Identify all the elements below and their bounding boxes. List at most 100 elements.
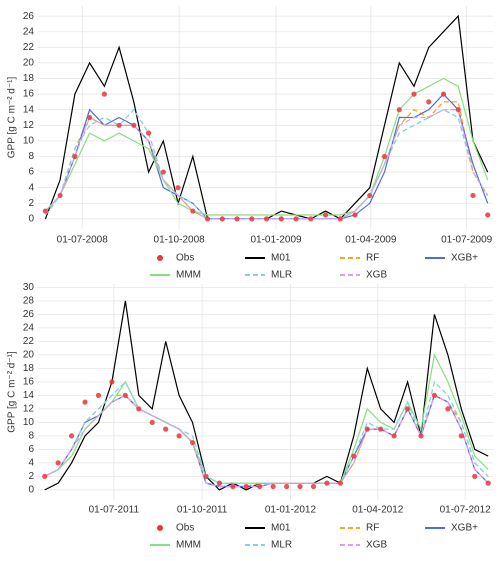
y-tick-label: 26 xyxy=(23,309,35,320)
obs-point xyxy=(72,153,78,160)
y-tick-label: 18 xyxy=(23,363,35,374)
y-tick-label: 8 xyxy=(28,431,34,442)
obs-point xyxy=(243,483,249,490)
obs-point xyxy=(109,379,115,385)
obs-point xyxy=(116,122,122,128)
y-tick-label: 4 xyxy=(28,458,34,469)
y-tick-label: 26 xyxy=(23,11,35,22)
obs-point xyxy=(122,392,128,398)
x-tick-label: 01-01-2012 xyxy=(265,505,317,516)
obs-point xyxy=(257,483,263,490)
y-axis-title: GPP [g C m⁻² d⁻¹] xyxy=(7,351,18,433)
legend-label: Obs xyxy=(176,253,194,264)
y-tick-label: 12 xyxy=(23,120,35,131)
y-tick-label: 28 xyxy=(23,296,35,307)
series-line xyxy=(44,77,489,216)
x-tick-label: 01-10-2008 xyxy=(154,235,206,246)
obs-point xyxy=(219,216,225,222)
legend-label: M01 xyxy=(271,253,291,264)
series-line xyxy=(44,353,489,484)
obs-point xyxy=(431,392,438,398)
x-tick-label: 01-07-2012 xyxy=(440,505,492,516)
obs-point xyxy=(68,433,75,439)
y-tick-label: 12 xyxy=(23,404,35,415)
obs-point xyxy=(440,91,447,97)
obs-point xyxy=(263,216,270,222)
obs-point xyxy=(42,473,48,479)
obs-point xyxy=(324,480,330,486)
legend-label: MLR xyxy=(271,270,292,281)
legend-label: Obs xyxy=(176,523,194,534)
series-line xyxy=(44,108,489,220)
obs-point xyxy=(396,107,402,113)
y-tick-label: 24 xyxy=(23,323,35,334)
obs-point xyxy=(160,169,166,175)
obs-point xyxy=(82,399,88,405)
obs-point xyxy=(55,460,61,466)
y-tick-label: 2 xyxy=(28,198,34,209)
y-tick-label: 22 xyxy=(23,336,35,347)
y-tick-label: 16 xyxy=(23,377,35,388)
legend-symbol xyxy=(157,255,163,261)
obs-point xyxy=(163,426,169,432)
y-tick-label: 0 xyxy=(28,485,34,496)
obs-point xyxy=(381,153,388,160)
y-tick-label: 6 xyxy=(28,167,34,178)
legend-label: XGB+ xyxy=(451,253,478,264)
obs-point xyxy=(278,216,284,222)
y-tick-label: 10 xyxy=(23,417,35,428)
legend-label: RF xyxy=(366,253,379,264)
obs-point xyxy=(445,406,451,412)
obs-point xyxy=(351,453,357,459)
obs-point xyxy=(352,212,358,218)
obs-point xyxy=(190,208,196,214)
y-tick-label: 22 xyxy=(23,42,35,53)
obs-point xyxy=(203,473,209,479)
obs-point xyxy=(189,440,196,446)
obs-point xyxy=(485,480,491,486)
y-tick-label: 16 xyxy=(23,89,35,100)
obs-point xyxy=(391,433,397,439)
obs-point xyxy=(230,483,236,490)
obs-point xyxy=(101,91,107,97)
obs-point xyxy=(364,426,370,432)
obs-point xyxy=(411,91,417,97)
x-tick-label: 01-01-2009 xyxy=(250,235,302,246)
x-tick-label: 01-04-2012 xyxy=(352,505,404,516)
obs-point xyxy=(485,212,491,218)
legend-label: MMM xyxy=(176,540,201,551)
x-tick-label: 01-07-2011 xyxy=(89,505,140,516)
y-tick-label: 20 xyxy=(23,350,35,361)
obs-point xyxy=(293,216,299,222)
obs-point xyxy=(87,114,93,121)
obs-point xyxy=(145,130,152,136)
obs-point xyxy=(337,480,343,486)
legend-label: M01 xyxy=(271,523,291,534)
obs-point xyxy=(455,107,461,113)
obs-point xyxy=(297,483,303,490)
obs-point xyxy=(404,406,411,412)
x-tick-label: 01-07-2009 xyxy=(441,235,493,246)
obs-point xyxy=(57,192,63,199)
y-tick-label: 14 xyxy=(23,390,35,401)
obs-point xyxy=(378,426,384,432)
x-tick-label: 01-04-2009 xyxy=(345,235,397,246)
series-line xyxy=(44,394,489,488)
obs-point xyxy=(472,473,478,479)
obs-point xyxy=(284,483,290,490)
legend-label: XGB+ xyxy=(451,523,478,534)
obs-point xyxy=(249,216,255,222)
obs-point xyxy=(418,433,424,439)
y-tick-label: 14 xyxy=(23,104,35,115)
legend-label: XGB xyxy=(366,540,387,551)
obs-point xyxy=(337,216,343,222)
obs-point xyxy=(367,192,373,199)
obs-point xyxy=(216,480,223,486)
obs-point xyxy=(149,419,155,425)
legend-symbol xyxy=(157,525,163,531)
obs-point xyxy=(308,216,314,222)
x-tick-label: 01-07-2008 xyxy=(57,235,109,246)
obs-point xyxy=(426,99,432,105)
